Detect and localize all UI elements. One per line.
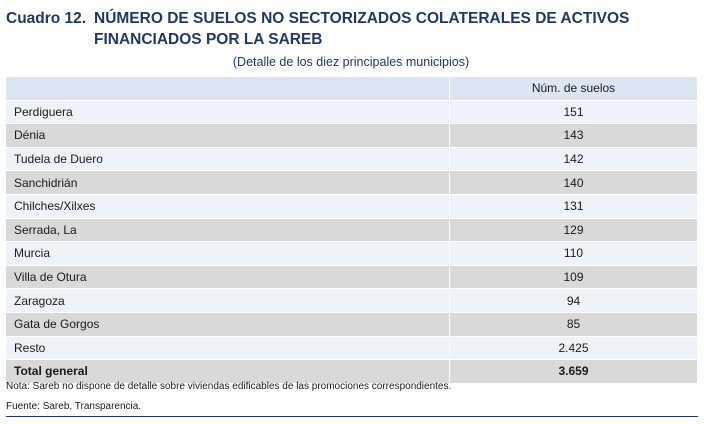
total-label: Total general xyxy=(6,359,450,384)
municipio-cell: Zaragoza xyxy=(6,288,450,313)
table-row: Dénia 143 xyxy=(6,123,698,148)
municipio-cell: Chilches/Xilxes xyxy=(6,194,450,219)
municipio-cell: Perdiguera xyxy=(6,100,450,125)
data-table: Núm. de suelos Perdiguera 151 Dénia 143 Tu… xyxy=(6,77,698,384)
value-cell: 109 xyxy=(449,265,698,290)
value-cell: 85 xyxy=(449,312,698,337)
title-line-2: FINANCIADOS POR LA SAREB xyxy=(94,31,323,48)
municipio-cell: Resto xyxy=(6,336,450,361)
value-cell: 142 xyxy=(449,147,698,172)
municipio-cell: Serrada, La xyxy=(6,218,450,243)
municipio-cell: Dénia xyxy=(6,123,450,148)
table-subtitle: (Detalle de los diez principales municip… xyxy=(232,55,470,69)
note-text: Nota: Sareb no dispone de detalle sobre … xyxy=(6,381,452,392)
table-row: Sanchidrián 140 xyxy=(6,170,698,195)
total-value: 3.659 xyxy=(449,359,698,384)
table-row: Serrada, La 129 xyxy=(6,218,698,243)
value-cell: 2.425 xyxy=(449,336,698,361)
municipio-cell: Gata de Gorgos xyxy=(6,312,450,337)
municipio-cell: Tudela de Duero xyxy=(6,147,450,172)
table-title: Cuadro 12. NÚMERO DE SUELOS NO SECTORIZAD… xyxy=(6,8,696,50)
municipio-cell: Sanchidrián xyxy=(6,170,450,195)
table-row: Villa de Otura 109 xyxy=(6,265,698,290)
table-row: Gata de Gorgos 85 xyxy=(6,312,698,337)
table-row: Chilches/Xilxes 131 xyxy=(6,194,698,219)
table-row: Zaragoza 94 xyxy=(6,288,698,313)
total-row: Total general 3.659 xyxy=(6,359,698,384)
header-row: Núm. de suelos xyxy=(6,77,698,101)
table-row: Tudela de Duero 142 xyxy=(6,147,698,172)
header-num-suelos: Núm. de suelos xyxy=(449,77,698,101)
table-number: Cuadro 12. xyxy=(6,10,87,27)
value-cell: 151 xyxy=(449,100,698,125)
municipio-cell: Murcia xyxy=(6,241,450,266)
bottom-rule xyxy=(6,416,698,417)
value-cell: 94 xyxy=(449,288,698,313)
value-cell: 143 xyxy=(449,123,698,148)
value-cell: 110 xyxy=(449,241,698,266)
header-municipio xyxy=(6,77,450,101)
municipio-cell: Villa de Otura xyxy=(6,265,450,290)
value-cell: 129 xyxy=(449,218,698,243)
value-cell: 131 xyxy=(449,194,698,219)
source-text: Fuente: Sareb, Transparencia. xyxy=(6,401,142,412)
table-row: Resto 2.425 xyxy=(6,336,698,361)
table-row: Murcia 110 xyxy=(6,241,698,266)
table-row: Perdiguera 151 xyxy=(6,100,698,125)
title-line-1: NÚMERO DE SUELOS NO SECTORIZADOS COLATER… xyxy=(94,10,630,27)
value-cell: 140 xyxy=(449,170,698,195)
